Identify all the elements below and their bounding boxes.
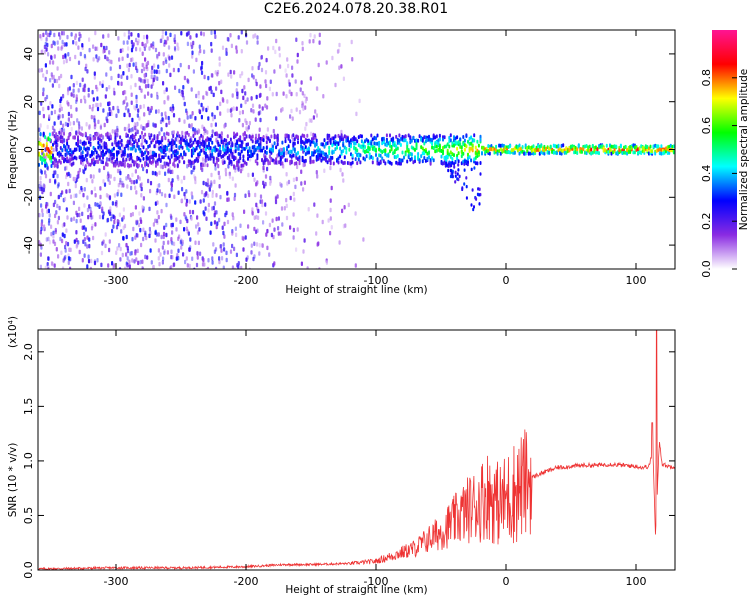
heatmap-x-tick-label: -100 bbox=[364, 274, 389, 287]
colorbar-tick-label: 0.2 bbox=[700, 212, 713, 230]
snr-y-tick-label: 2.0 bbox=[22, 343, 35, 361]
heatmap-x-tick-label: 100 bbox=[626, 274, 647, 287]
snr-y-tick-label: 0.5 bbox=[22, 507, 35, 525]
heatmap-y-tick-label: 0 bbox=[22, 146, 35, 153]
heatmap-y-tick-label: 20 bbox=[22, 95, 35, 109]
heatmap-x-tick-label: -200 bbox=[234, 274, 259, 287]
colorbar-tick-label: 0.0 bbox=[700, 260, 713, 278]
snr-x-tick-label: -300 bbox=[104, 575, 129, 588]
colorbar-tick-label: 0.8 bbox=[700, 69, 713, 87]
snr-plot-frame bbox=[37, 329, 676, 571]
heatmap-y-axis-label: Frequency (Hz) bbox=[7, 110, 19, 189]
colorbar-label: Normalized spectral amplitude bbox=[738, 69, 750, 230]
snr-y-multiplier: (x10⁴) bbox=[7, 316, 19, 348]
colorbar-tick-label: 0.4 bbox=[700, 165, 713, 183]
snr-x-tick-label: 100 bbox=[626, 575, 647, 588]
snr-x-axis-label: Height of straight line (km) bbox=[285, 584, 427, 596]
heatmap-y-tick-label: -40 bbox=[22, 236, 35, 254]
snr-x-tick-label: -200 bbox=[234, 575, 259, 588]
heatmap-x-axis-label: Height of straight line (km) bbox=[285, 284, 427, 296]
colorbar bbox=[712, 30, 737, 269]
snr-y-tick-label: 0.0 bbox=[22, 561, 35, 579]
heatmap-x-tick-label: 0 bbox=[503, 274, 510, 287]
snr-y-tick-label: 1.0 bbox=[22, 452, 35, 470]
colorbar-tick-label: 0.6 bbox=[700, 117, 713, 135]
snr-plot-background bbox=[38, 330, 675, 570]
snr-y-axis-label: SNR (10 * v/v) bbox=[7, 443, 19, 518]
snr-series-line bbox=[38, 330, 675, 570]
heatmap-y-tick-label: -20 bbox=[22, 188, 35, 206]
snr-x-tick-label: 0 bbox=[503, 575, 510, 588]
heatmap-y-tick-label: 40 bbox=[22, 47, 35, 61]
snr-x-tick-label: -100 bbox=[364, 575, 389, 588]
heatmap-cells bbox=[38, 30, 675, 269]
heatmap-x-tick-label: -300 bbox=[104, 274, 129, 287]
snr-y-tick-label: 1.5 bbox=[22, 398, 35, 416]
page-title: C2E6.2024.078.20.38.R01 bbox=[263, 1, 449, 17]
